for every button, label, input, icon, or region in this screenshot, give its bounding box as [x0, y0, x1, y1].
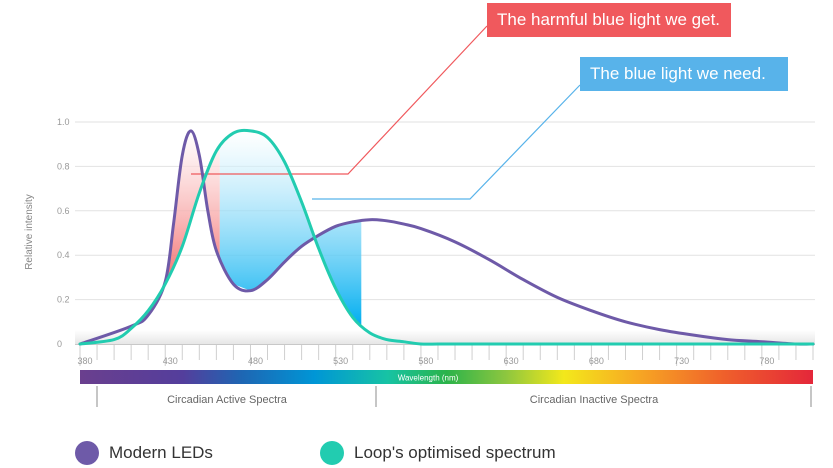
region-label-active: Circadian Active Spectra: [167, 394, 288, 406]
x-tick-label: 480: [248, 356, 263, 366]
baseline-shade: [75, 330, 815, 344]
x-tick-label: 730: [674, 356, 689, 366]
harmful-light-callout: The harmful blue light we get.: [487, 3, 731, 37]
series-lines: [78, 128, 815, 346]
y-tick-label: 0.8: [57, 161, 70, 171]
legend-swatch-loop: [320, 441, 344, 465]
y-tick-label: 0.4: [57, 250, 70, 260]
x-axis: [75, 344, 815, 366]
legend-label-led: Modern LEDs: [109, 443, 213, 462]
y-tick-label: 1.0: [57, 117, 70, 127]
x-tick-label: 530: [333, 356, 348, 366]
wavelength-bar: [80, 370, 813, 384]
wavelength-bar-label: Wavelength (nm): [398, 374, 459, 383]
series-line-loop-spectrum: [78, 128, 815, 346]
x-tick-label: 780: [759, 356, 774, 366]
series-line-modern-leds: [78, 129, 815, 346]
grid-lines: [75, 121, 815, 301]
needed-blue-area: [219, 130, 362, 326]
need-callout-leader: [312, 84, 581, 200]
legend-item-loop-spectrum: Loop's optimised spectrum: [320, 441, 556, 465]
legend-item-modern-leds: Modern LEDs: [75, 441, 213, 465]
x-tick-label: 430: [163, 356, 178, 366]
harmful-callout-leader: [191, 25, 488, 175]
y-tick-labels: 0 0.2 0.4 0.6 0.8 1.0: [57, 117, 70, 349]
legend-label-loop: Loop's optimised spectrum: [354, 443, 556, 462]
x-tick-label: 680: [589, 356, 604, 366]
y-tick-label: 0.2: [57, 295, 70, 305]
x-tick-label: 580: [418, 356, 433, 366]
legend-swatch-led: [75, 441, 99, 465]
region-label-inactive: Circadian Inactive Spectra: [530, 394, 659, 406]
y-axis-label: Relative intensity: [24, 194, 35, 270]
x-tick-labels: 380 430 480 530 580 630 680 730 780: [77, 356, 774, 366]
y-tick-label: 0: [57, 339, 62, 349]
x-tick-label: 630: [504, 356, 519, 366]
spectra-regions: Circadian Active Spectra Circadian Inact…: [96, 386, 812, 407]
y-tick-label: 0.6: [57, 206, 70, 216]
x-tick-label: 380: [77, 356, 92, 366]
needed-light-callout: The blue light we need.: [580, 57, 788, 91]
